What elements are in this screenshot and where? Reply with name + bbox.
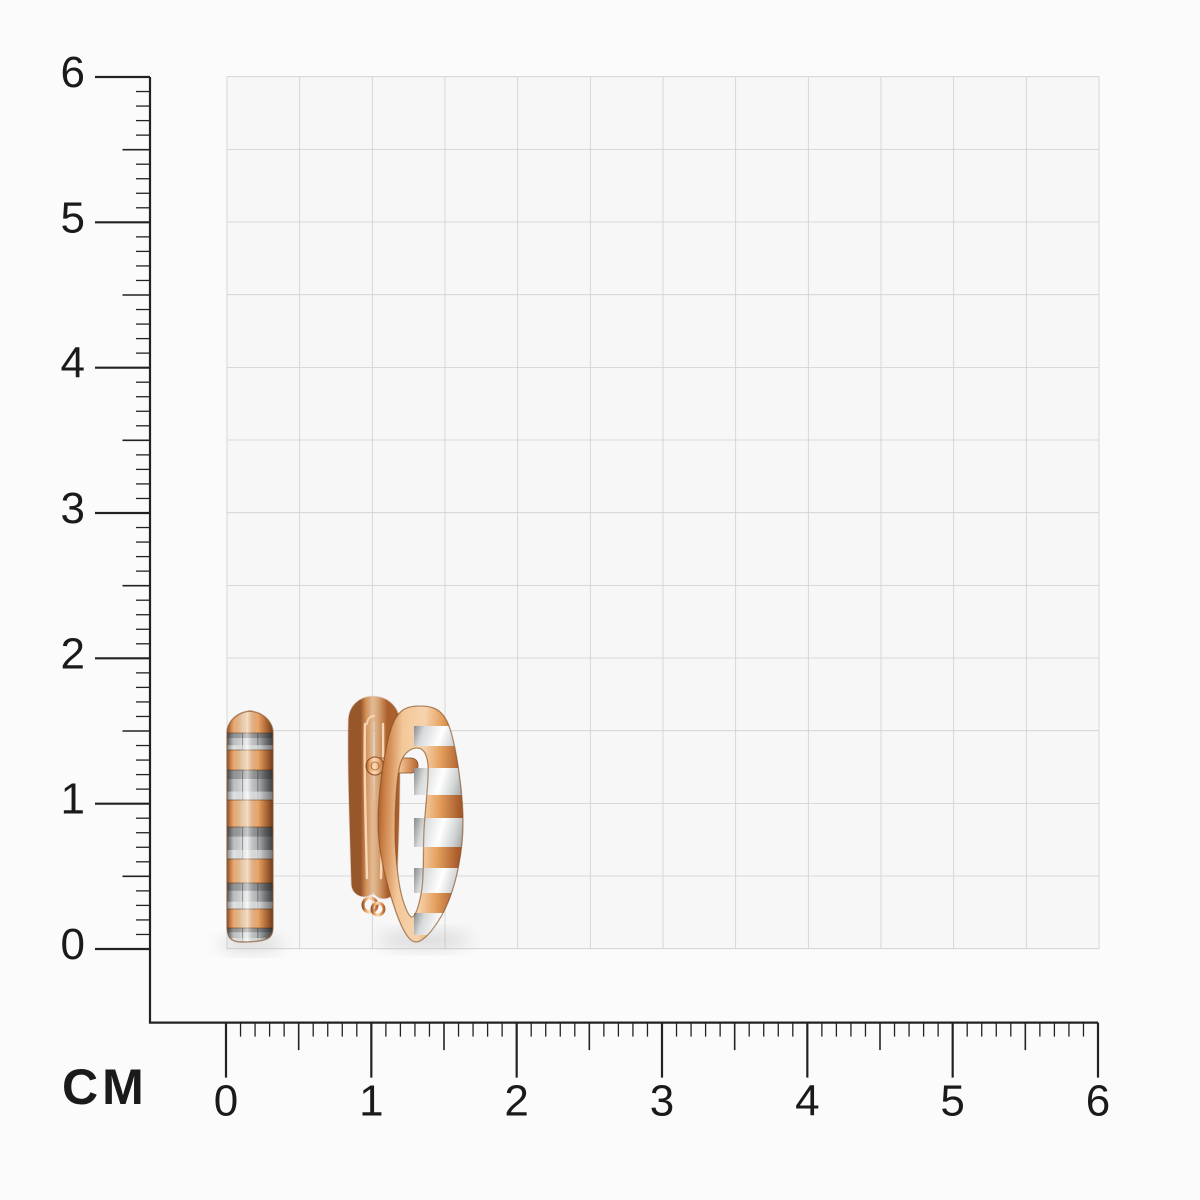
- svg-text:0: 0: [214, 1077, 238, 1126]
- svg-text:4: 4: [61, 339, 85, 388]
- svg-text:4: 4: [795, 1077, 819, 1126]
- svg-text:CM: CM: [62, 1059, 148, 1115]
- svg-text:3: 3: [61, 484, 85, 533]
- svg-text:6: 6: [1086, 1077, 1110, 1126]
- svg-text:5: 5: [61, 193, 85, 242]
- svg-text:0: 0: [61, 920, 85, 969]
- svg-text:6: 6: [61, 48, 85, 97]
- svg-text:1: 1: [61, 775, 85, 824]
- svg-text:2: 2: [504, 1077, 528, 1126]
- svg-text:1: 1: [359, 1077, 383, 1126]
- svg-text:3: 3: [650, 1077, 674, 1126]
- svg-text:5: 5: [940, 1077, 964, 1126]
- svg-text:2: 2: [61, 629, 85, 678]
